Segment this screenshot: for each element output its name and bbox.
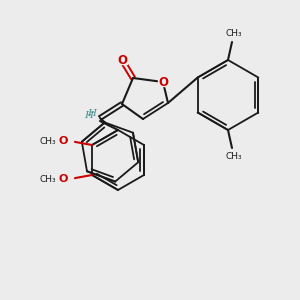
Bar — [63, 175, 73, 183]
Text: O: O — [58, 136, 68, 146]
Text: CH₃: CH₃ — [39, 136, 56, 146]
Bar — [117, 56, 127, 64]
Text: O: O — [158, 76, 168, 88]
Text: CH₃: CH₃ — [39, 175, 56, 184]
Bar — [158, 78, 168, 86]
Bar — [63, 137, 73, 145]
Bar — [85, 112, 93, 120]
Text: O: O — [58, 174, 68, 184]
Text: CH₃: CH₃ — [226, 29, 242, 38]
Text: CH₃: CH₃ — [226, 152, 242, 161]
Text: H: H — [85, 110, 94, 119]
Text: H: H — [88, 109, 97, 118]
Text: O: O — [117, 53, 127, 67]
